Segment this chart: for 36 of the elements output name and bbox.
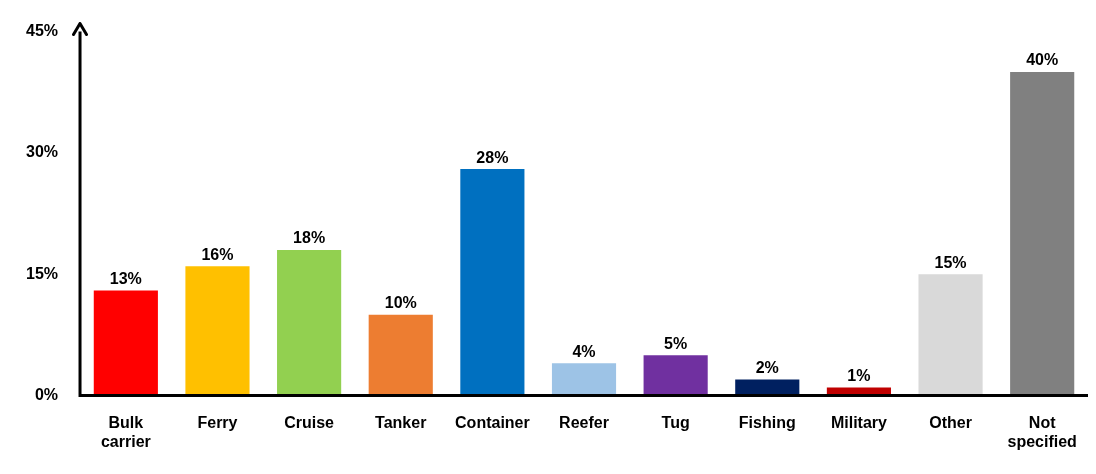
bar: [277, 250, 342, 396]
data-label: 16%: [201, 245, 234, 263]
data-label: 4%: [572, 342, 596, 360]
data-label: 18%: [293, 229, 326, 247]
data-label: 15%: [934, 253, 967, 271]
y-tick-label: 30%: [25, 143, 59, 161]
data-label: 13%: [109, 269, 142, 287]
x-tick-label: Other: [929, 413, 972, 431]
bar: [93, 290, 158, 396]
y-tick-label: 0%: [34, 386, 59, 404]
x-tick-label: Ferry: [197, 413, 238, 431]
data-label: 1%: [847, 366, 871, 384]
x-tick-label: Military: [830, 413, 888, 431]
x-tick-label: Bulk carrier: [100, 413, 151, 450]
data-label: 10%: [384, 294, 417, 312]
x-tick-label: Not specified: [1007, 413, 1077, 450]
bar: [368, 314, 433, 396]
data-label: 2%: [755, 358, 779, 376]
bar: [460, 169, 525, 396]
bar: [1010, 72, 1075, 396]
x-tick-label: Tanker: [375, 413, 427, 431]
data-label: 5%: [664, 334, 688, 352]
data-label: 40%: [1026, 51, 1059, 69]
bar: [551, 363, 617, 396]
x-tick-label: Fishing: [738, 413, 796, 431]
y-tick-label: 45%: [25, 22, 59, 40]
x-tick-label: Cruise: [284, 413, 335, 431]
data-label: 28%: [476, 148, 509, 166]
x-tick-label: Container: [455, 413, 530, 431]
x-tick-label: Tug: [661, 413, 690, 431]
bar: [918, 274, 983, 396]
y-tick-label: 15%: [25, 264, 59, 282]
bar: [735, 379, 800, 396]
x-tick-label: Reefer: [559, 413, 609, 431]
bar: [185, 266, 250, 396]
bar: [643, 355, 708, 396]
